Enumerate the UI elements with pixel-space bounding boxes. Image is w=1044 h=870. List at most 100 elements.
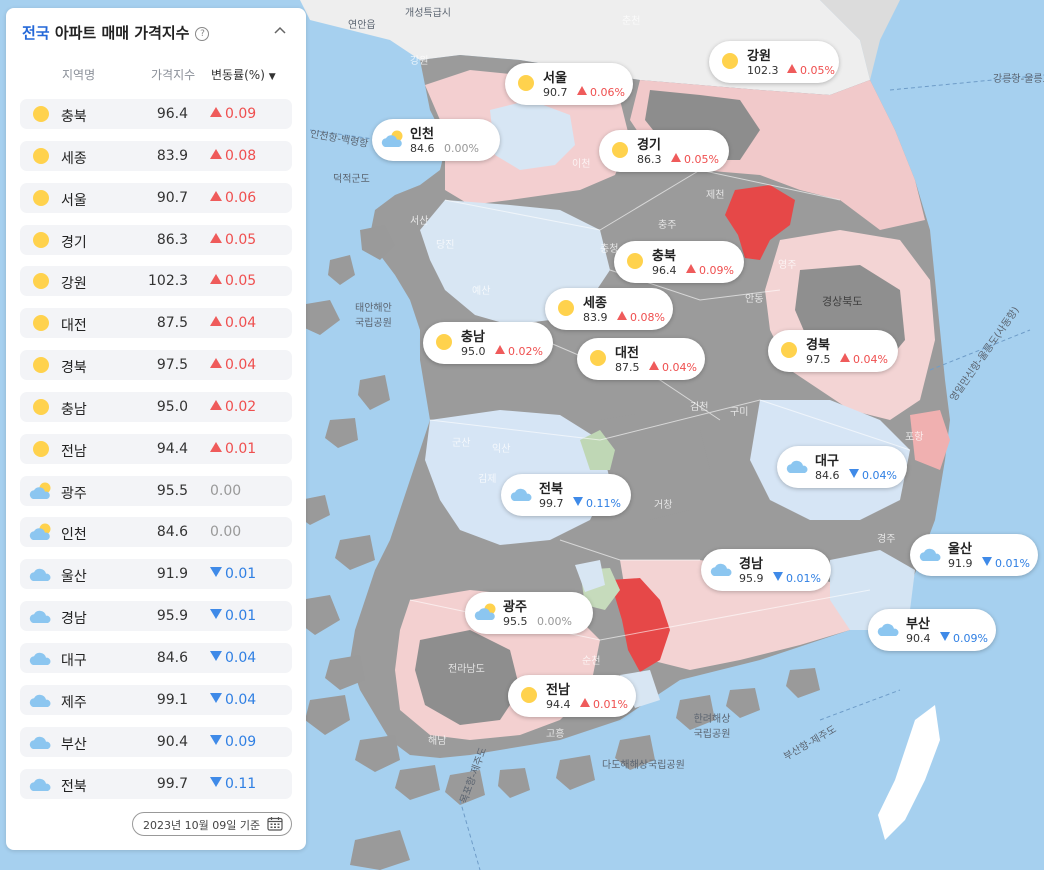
help-icon[interactable]: ? [195,27,210,41]
region-change-value: 0.01 [225,566,257,583]
region-index: 87.5 [156,315,188,332]
ferry-routes [309,74,1044,870]
map-label-change-value: 0.02% [508,345,543,358]
map-label-name: 광주 [503,600,527,615]
place-goheung: 고흥 [546,729,565,740]
place-hallyeo: 한려해상 국립공원 [693,714,731,740]
place-taean: 태안해안 국립공원 [355,303,392,329]
region-row[interactable]: 서울 90.7 0.06 [20,182,292,213]
map-label-index: 91.9 [948,557,973,570]
region-name: 대구 [61,652,87,669]
map-label-change-value: 0.05% [800,64,835,77]
map-label-card[interactable]: 전남 94.4 0.01% [508,675,636,717]
arrow-up-icon [649,361,659,370]
place-gumi: 구미 [730,407,749,418]
panel-title-region[interactable]: 전국 [22,24,50,42]
calendar-icon [267,817,283,831]
place-gimcheon: 김천 [690,402,709,413]
map-label-index: 83.9 [583,311,608,324]
chevron-up-icon[interactable] [272,24,288,36]
map-label-card[interactable]: 대전 87.5 0.04% [577,338,705,380]
map-label-name: 충북 [652,249,676,264]
arrow-up-icon [210,399,222,410]
region-row[interactable]: 세종 83.9 0.08 [20,140,292,171]
map-label-card[interactable]: 세종 83.9 0.08% [545,288,673,330]
arrow-up-icon [210,107,222,117]
map-label-change-value: 0.09% [699,264,734,277]
region-index: 95.9 [156,608,188,625]
cloud-icon [29,569,51,582]
map-label-card[interactable]: 경남 95.9 0.01% [701,549,831,591]
gyeongnam-hot [610,578,670,672]
sun-icon [722,53,738,69]
arrow-up-icon [210,232,222,243]
region-index: 102.3 [148,273,189,290]
sun-icon [33,315,49,332]
map-label-card[interactable]: 울산 91.9 0.01% [910,534,1038,576]
region-row[interactable]: 인천 84.6 0.00 [20,517,292,548]
column-index: 가격지수 [151,68,196,82]
region-index: 90.4 [156,733,188,750]
sun-cloud-icon [29,482,51,499]
cloud-icon [786,460,808,473]
region-row[interactable]: 경기 86.3 0.05 [20,224,292,255]
map-label-card[interactable]: 전북 99.7 0.11% [501,474,631,516]
region-row[interactable]: 부산 90.4 0.09 [20,726,292,757]
region-index: 84.6 [156,524,188,541]
map-label-card[interactable]: 대구 84.6 0.04% [777,446,907,488]
map-label-change: 0.02% [495,345,543,358]
map-label-card[interactable]: 충남 95.0 0.02% [423,322,553,364]
map-label-card[interactable]: 인천 84.6 0.00% [372,119,500,161]
region-change-value: 0.01 [225,608,257,625]
map-label-index: 97.5 [806,353,831,366]
region-row[interactable]: 경남 95.9 0.01 [20,601,292,632]
panel-title-text: 아파트 매매 가격지수 [49,24,190,42]
map-label-index: 87.5 [615,361,640,374]
map-label-card[interactable]: 경북 97.5 0.04% [768,330,898,372]
region-index: 84.6 [156,649,188,666]
region-change: 0.04 [210,692,256,708]
seoul-area [490,100,575,170]
map-label-change: 0.08% [617,311,665,324]
map-label-change-value: 0.01% [995,557,1030,570]
region-change-value: 0.00 [210,482,242,499]
region-row[interactable]: 전남 94.4 0.01 [20,433,292,464]
map-label-card[interactable]: 광주 95.5 0.00% [465,592,593,634]
sun-icon [33,189,49,206]
region-row[interactable]: 충북 96.4 0.09 [20,99,292,129]
region-row[interactable]: 광주 95.5 0.00 [20,475,292,506]
region-row[interactable]: 충남 95.0 0.02 [20,391,292,422]
column-change-sort[interactable]: 변동률(%) ▼ [211,66,276,83]
map-label-name: 전남 [546,683,570,698]
region-index: 91.9 [156,566,188,583]
map-label-card[interactable]: 충북 96.4 0.09% [614,241,744,283]
cloud-icon [29,610,51,624]
place-iksan: 익산 [492,444,511,455]
region-change-value: 0.09 [225,733,257,750]
map-label-name: 전북 [539,482,563,497]
region-index: 99.7 [156,775,188,792]
arrow-up-icon [495,345,505,354]
map-label-card[interactable]: 강원 102.3 0.05% [709,41,839,83]
cloud-icon [710,563,732,576]
map-label-card[interactable]: 서울 90.7 0.06% [505,63,633,105]
region-row[interactable]: 제주 99.1 0.04 [20,684,292,715]
map-label-name: 대구 [815,454,839,469]
region-change: 0.09 [210,106,256,122]
arrow-up-icon [617,311,627,320]
region-row[interactable]: 경북 97.5 0.04 [20,350,292,381]
date-picker-button[interactable]: 2023년 10월 09일 기준 [132,812,292,836]
region-row[interactable]: 대구 84.6 0.04 [20,642,292,673]
region-row[interactable]: 전북 99.7 0.11 [20,768,292,799]
sun-icon [33,231,49,248]
map-label-card[interactable]: 경기 86.3 0.05% [599,130,729,172]
arrow-up-icon [686,264,696,273]
region-row[interactable]: 강원 102.3 0.05 [20,266,292,297]
map-label-index: 90.7 [543,86,568,99]
map-label-change: 0.00% [444,142,479,155]
place-dangjin: 당진 [436,240,455,251]
region-change: 0.09 [210,734,256,750]
region-row[interactable]: 울산 91.9 0.01 [20,559,292,590]
region-row[interactable]: 대전 87.5 0.04 [20,308,292,339]
map-label-card[interactable]: 부산 90.4 0.09% [868,609,996,651]
